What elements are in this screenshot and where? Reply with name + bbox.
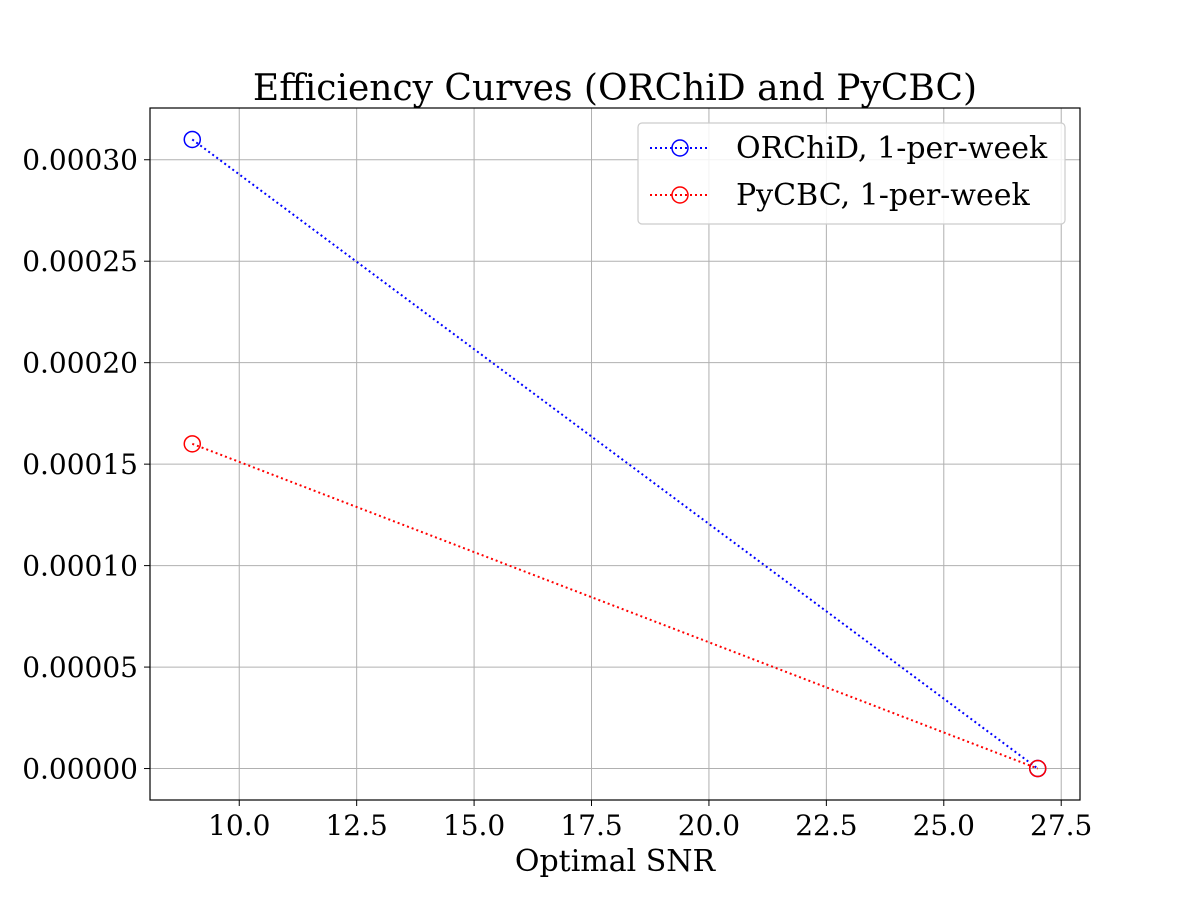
x-tick-label: 22.5 xyxy=(795,809,857,842)
data-point xyxy=(183,435,202,453)
x-tick-label: 12.5 xyxy=(325,809,387,842)
x-tick-label: 10.0 xyxy=(208,809,270,842)
series-line xyxy=(191,442,1039,770)
legend-label: ORChiD, 1-per-week xyxy=(736,131,1048,166)
y-axis-ticks: 0.00000 0.00005 0.00010 0.00015 0.00020 0.000… xyxy=(22,144,150,786)
y-tick-label: 0.00005 xyxy=(22,651,138,684)
plot-frame xyxy=(149,107,1081,801)
y-tick-label: 0.00025 xyxy=(22,245,138,278)
y-tick-label: 0.00030 xyxy=(22,144,138,177)
data-point xyxy=(183,130,202,149)
legend-box xyxy=(637,122,1066,225)
x-tick-label: 25.0 xyxy=(913,809,975,842)
y-tick-label: 0.00020 xyxy=(22,347,138,380)
legend-label: PyCBC, 1-per-week xyxy=(736,178,1030,213)
y-tick-label: 0.00000 xyxy=(22,753,138,786)
y-tick-label: 0.00010 xyxy=(22,550,138,583)
y-tick-label: 0.00015 xyxy=(22,448,138,481)
x-tick-label: 27.5 xyxy=(1030,809,1092,842)
series-layer xyxy=(183,130,1047,778)
x-tick-label: 20.0 xyxy=(678,809,740,842)
series-line xyxy=(191,138,1039,770)
legend: ORChiD, 1-per-week PyCBC, 1-per-week xyxy=(637,122,1066,225)
x-tick-label: 15.0 xyxy=(443,809,505,842)
legend-marker xyxy=(671,139,689,157)
chart-title: Efficiency Curves (ORChiD and PyCBC) xyxy=(253,68,977,109)
x-axis-ticks: 10.0 12.5 15.0 17.5 20.0 22.5 25.0 27.5 xyxy=(208,800,1092,842)
legend-marker xyxy=(671,186,689,204)
x-tick-label: 17.5 xyxy=(560,809,622,842)
x-axis-label: Optimal SNR xyxy=(515,844,717,879)
data-point xyxy=(1028,759,1047,778)
